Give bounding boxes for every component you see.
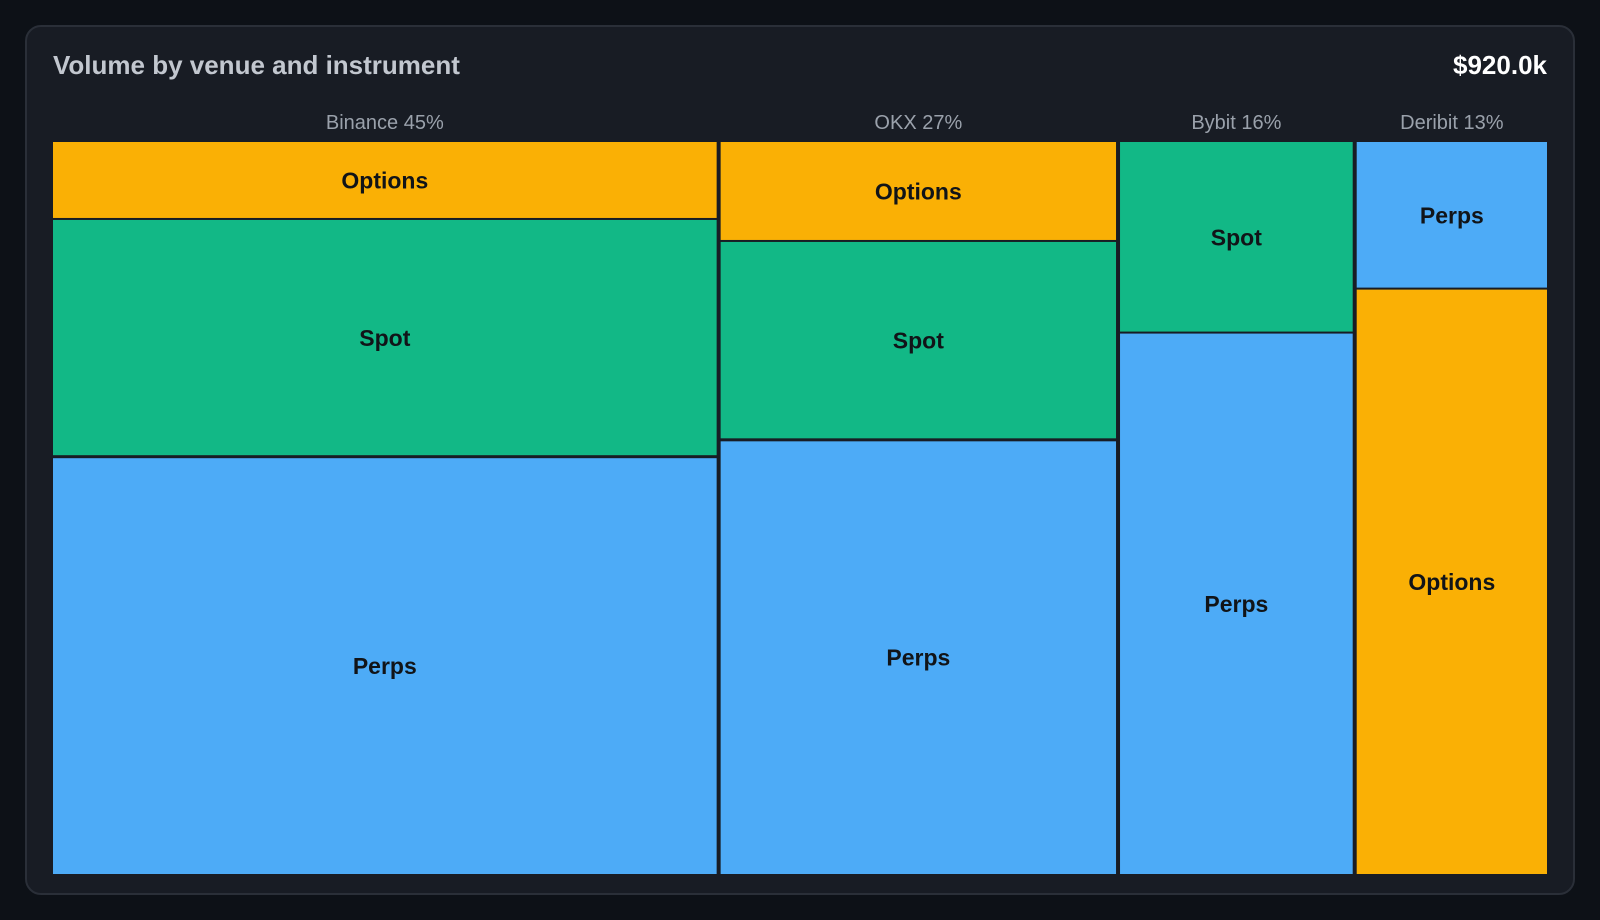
segment-label-bybit-spot: Spot — [1211, 224, 1262, 250]
segment-label-okx-options: Options — [875, 178, 962, 204]
venue-label-binance: Binance 45% — [326, 112, 444, 134]
venue-label-deribit: Deribit 13% — [1400, 112, 1504, 134]
segment-bybit-perps — [1120, 333, 1353, 875]
segment-okx-spot — [720, 241, 1117, 439]
segment-bybit-spot — [1120, 142, 1353, 332]
total-volume: $920.0k — [1453, 50, 1547, 80]
segment-label-deribit-perps: Perps — [1420, 202, 1484, 228]
segment-label-binance-spot: Spot — [359, 325, 410, 351]
segment-okx-perps — [720, 441, 1117, 874]
segment-label-binance-perps: Perps — [353, 653, 417, 679]
chart-title: Volume by venue and instrument — [53, 50, 460, 80]
segment-label-okx-perps: Perps — [886, 645, 950, 671]
segment-binance-options — [53, 142, 717, 218]
segment-binance-perps — [53, 458, 717, 874]
segment-label-bybit-perps: Perps — [1204, 591, 1268, 617]
segment-label-okx-spot: Spot — [893, 328, 944, 354]
venue-label-bybit: Bybit 16% — [1191, 112, 1281, 134]
venue-label-okx: OKX 27% — [874, 112, 962, 134]
segment-label-binance-options: Options — [341, 167, 428, 193]
segment-okx-options — [720, 142, 1117, 240]
segment-label-deribit-options: Options — [1408, 569, 1495, 595]
segment-binance-spot — [53, 219, 717, 456]
segment-deribit-perps — [1356, 142, 1547, 288]
segment-deribit-options — [1356, 289, 1547, 875]
